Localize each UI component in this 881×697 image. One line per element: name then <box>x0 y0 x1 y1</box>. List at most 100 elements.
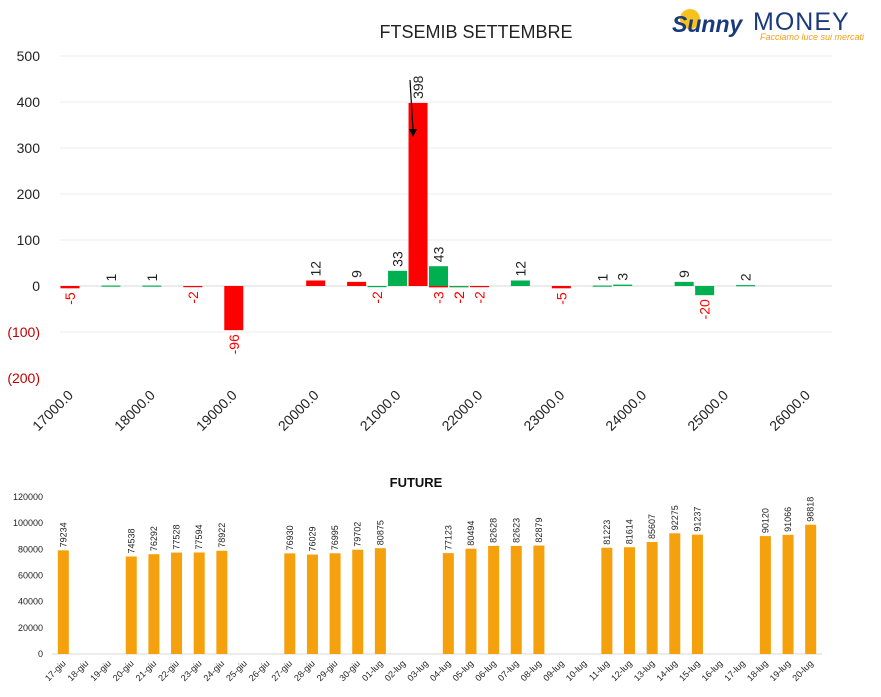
bottom-bar <box>216 550 228 654</box>
bottom-x-tick-label: 20-giu <box>111 658 136 683</box>
bottom-y-tick-label: 60000 <box>18 571 43 581</box>
top-bar <box>551 286 571 289</box>
top-y-tick-label: 500 <box>17 48 41 64</box>
top-x-tick-label: 19000.0 <box>193 387 240 434</box>
top-bar <box>674 281 694 286</box>
bottom-bar <box>284 553 296 654</box>
bottom-data-label: 91237 <box>692 507 702 532</box>
bottom-bar <box>669 533 681 654</box>
top-data-label: 2 <box>738 273 754 281</box>
top-chart-title: FTSEMIB SETTEMBRE <box>379 22 572 42</box>
bottom-x-tick-label: 02-lug <box>383 658 408 683</box>
bottom-bar <box>125 556 137 654</box>
bottom-x-tick-label: 09-lug <box>541 658 566 683</box>
bottom-x-tick-label: 22-giu <box>156 658 181 683</box>
top-y-tick-label: (100) <box>7 324 40 340</box>
future-chart: FUTURE 120000 100000 80000 60000 40000 20000 0… <box>13 475 822 683</box>
bottom-x-tick-label: 24-giu <box>201 658 226 683</box>
bottom-data-label: 80494 <box>466 521 476 546</box>
top-y-tick-label: 200 <box>17 186 41 202</box>
top-bar <box>449 286 469 288</box>
top-y-tick-label: 300 <box>17 140 41 156</box>
top-x-tick-label: 21000.0 <box>357 387 404 434</box>
bottom-x-tick-label: 15-lug <box>677 658 702 683</box>
arrow-annotation <box>409 79 417 137</box>
bottom-data-label: 76292 <box>149 526 159 551</box>
bottom-x-tick-label: 14-lug <box>654 658 679 683</box>
top-bar <box>183 286 203 288</box>
top-bar <box>388 270 408 286</box>
bottom-x-tick-label: 13-lug <box>632 658 657 683</box>
bottom-bar <box>193 552 205 654</box>
top-bars <box>60 102 756 331</box>
bottom-data-label: 77528 <box>172 525 182 550</box>
bottom-data-labels: 79234 74538 76292 77528 77594 78922 76930 76029… <box>58 497 815 554</box>
bottom-x-tick-label: 17-giu <box>43 658 68 683</box>
bottom-y-tick-label: 40000 <box>18 597 43 607</box>
top-data-label: 1 <box>594 274 610 282</box>
bottom-x-tick-label: 08-lug <box>519 658 544 683</box>
bottom-x-tick-label: 06-lug <box>473 658 498 683</box>
bottom-x-tick-label: 05-lug <box>451 658 476 683</box>
top-x-tick-label: 18000.0 <box>111 387 158 434</box>
top-y-tick-label: 0 <box>32 278 40 294</box>
bottom-x-axis: 17-giu18-giu19-giu20-giu21-giu22-giu23-g… <box>43 658 815 683</box>
bottom-bar <box>442 553 454 654</box>
bottom-x-tick-label: 17-lug <box>722 658 747 683</box>
top-data-label: 12 <box>512 261 528 277</box>
bottom-x-tick-label: 11-lug <box>587 658 611 682</box>
top-bar <box>367 286 387 288</box>
top-data-label: 43 <box>431 246 447 262</box>
top-y-axis: 500 400 300 200 100 0 (100) (200) <box>7 48 40 386</box>
bottom-x-tick-label: 23-giu <box>179 658 204 683</box>
bottom-bar <box>488 545 500 654</box>
top-data-label: 9 <box>676 270 692 278</box>
bottom-x-tick-label: 20-lug <box>790 658 815 683</box>
top-bar <box>736 285 756 287</box>
top-data-label: 398 <box>410 75 426 99</box>
bottom-x-tick-label: 21-giu <box>134 658 159 683</box>
bottom-x-tick-label: 04-lug <box>428 658 453 683</box>
top-x-axis: 17000.0 18000.0 19000.0 20000.0 21000.0 22000… <box>29 387 813 434</box>
top-bar <box>347 281 367 286</box>
bottom-data-label: 82879 <box>534 518 544 543</box>
bottom-bar <box>805 524 817 654</box>
bottom-data-label: 98818 <box>806 497 816 522</box>
top-data-label: -2 <box>471 291 487 304</box>
top-data-label: -2 <box>451 291 467 304</box>
top-x-tick-label: 26000.0 <box>766 387 813 434</box>
bottom-bar <box>171 552 183 654</box>
top-x-tick-label: 22000.0 <box>438 387 485 434</box>
bottom-data-label: 77123 <box>443 525 453 550</box>
top-data-label: 3 <box>615 273 631 281</box>
bottom-bar <box>782 534 794 654</box>
bottom-bar <box>646 541 658 654</box>
bottom-y-tick-label: 20000 <box>18 623 43 633</box>
bottom-x-tick-label: 19-lug <box>768 658 793 683</box>
bottom-x-tick-label: 12-lug <box>609 658 634 683</box>
bottom-y-tick-label: 100000 <box>13 518 43 528</box>
top-bar <box>224 286 244 331</box>
bottom-x-tick-label: 28-giu <box>292 658 317 683</box>
top-y-tick-label: (200) <box>7 370 40 386</box>
bottom-bar <box>533 545 545 654</box>
top-data-label: 1 <box>144 274 160 282</box>
bottom-data-label: 92275 <box>670 505 680 530</box>
bottom-x-tick-label: 29-giu <box>315 658 340 683</box>
bottom-data-label: 78922 <box>217 523 227 548</box>
bottom-bar <box>329 553 341 654</box>
top-bar <box>142 285 162 287</box>
bottom-data-label: 82623 <box>511 518 521 543</box>
top-bar <box>429 266 448 286</box>
top-bar <box>469 286 489 288</box>
top-data-label: 12 <box>308 261 324 277</box>
bottom-bar <box>465 548 477 654</box>
bottom-x-tick-label: 03-lug <box>405 658 430 683</box>
bottom-data-label: 79702 <box>353 522 363 547</box>
bottom-data-label: 85607 <box>647 514 657 539</box>
bottom-y-tick-label: 0 <box>38 649 43 659</box>
bottom-bar <box>374 548 386 654</box>
bottom-bar <box>352 549 364 654</box>
top-data-label: 33 <box>390 251 406 267</box>
bottom-x-tick-label: 26-giu <box>247 658 272 683</box>
